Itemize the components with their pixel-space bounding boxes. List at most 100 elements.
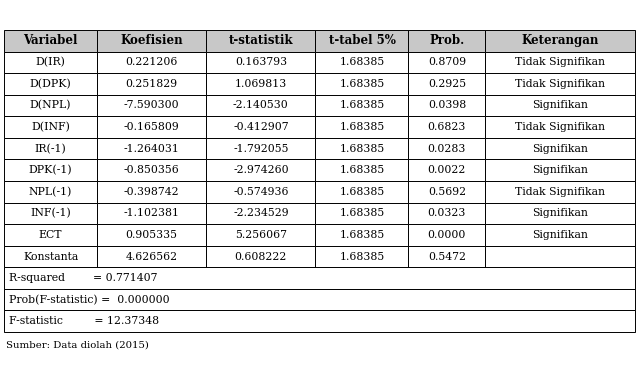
- Bar: [408, 73, 486, 95]
- Text: -0.574936: -0.574936: [233, 187, 289, 197]
- Text: 1.069813: 1.069813: [235, 79, 287, 89]
- Text: -0.412907: -0.412907: [233, 122, 289, 132]
- Bar: [408, 138, 486, 159]
- Bar: [486, 202, 635, 224]
- Bar: [408, 181, 486, 202]
- Text: Sumber: Data diolah (2015): Sumber: Data diolah (2015): [6, 340, 149, 349]
- Text: 1.68385: 1.68385: [339, 208, 385, 218]
- Bar: [4, 73, 97, 95]
- Text: D(DPK): D(DPK): [29, 79, 72, 89]
- Bar: [316, 159, 408, 181]
- Bar: [4, 310, 635, 332]
- Bar: [206, 30, 316, 51]
- Text: Signifikan: Signifikan: [532, 144, 588, 154]
- Text: Tidak Signifikan: Tidak Signifikan: [515, 79, 605, 89]
- Text: Signifikan: Signifikan: [532, 101, 588, 111]
- Text: 1.68385: 1.68385: [339, 252, 385, 262]
- Bar: [408, 51, 486, 73]
- Text: 0.608222: 0.608222: [235, 252, 287, 262]
- Text: 1.68385: 1.68385: [339, 122, 385, 132]
- Text: Tidak Signifikan: Tidak Signifikan: [515, 57, 605, 67]
- Bar: [206, 246, 316, 267]
- Bar: [316, 51, 408, 73]
- Bar: [4, 202, 97, 224]
- Text: 0.6823: 0.6823: [427, 122, 466, 132]
- Bar: [408, 30, 486, 51]
- Bar: [4, 95, 97, 116]
- Bar: [4, 246, 97, 267]
- Text: 1.68385: 1.68385: [339, 165, 385, 175]
- Text: Tidak Signifikan: Tidak Signifikan: [515, 122, 605, 132]
- Text: Tidak Signifikan: Tidak Signifikan: [515, 187, 605, 197]
- Bar: [486, 159, 635, 181]
- Text: -2.234529: -2.234529: [233, 208, 289, 218]
- Text: 0.0398: 0.0398: [427, 101, 466, 111]
- Text: INF(-1): INF(-1): [30, 208, 71, 219]
- Bar: [4, 116, 97, 138]
- Text: IR(-1): IR(-1): [35, 144, 66, 154]
- Text: 0.5692: 0.5692: [428, 187, 466, 197]
- Text: 0.2925: 0.2925: [428, 79, 466, 89]
- Bar: [4, 181, 97, 202]
- Bar: [4, 51, 97, 73]
- Text: D(NPL): D(NPL): [30, 100, 72, 111]
- Text: 0.0283: 0.0283: [427, 144, 466, 154]
- Bar: [4, 267, 635, 289]
- Text: NPL(-1): NPL(-1): [29, 186, 72, 197]
- Text: 1.68385: 1.68385: [339, 79, 385, 89]
- Bar: [206, 51, 316, 73]
- Bar: [316, 30, 408, 51]
- Text: 1.68385: 1.68385: [339, 57, 385, 67]
- Bar: [97, 73, 206, 95]
- Text: Variabel: Variabel: [24, 34, 78, 47]
- Bar: [4, 138, 97, 159]
- Bar: [4, 30, 97, 51]
- Text: Signifikan: Signifikan: [532, 230, 588, 240]
- Bar: [486, 51, 635, 73]
- Text: 0.8709: 0.8709: [428, 57, 466, 67]
- Text: D(INF): D(INF): [31, 122, 70, 132]
- Text: Prob.: Prob.: [429, 34, 465, 47]
- Text: 0.905335: 0.905335: [126, 230, 178, 240]
- Text: R-squared        = 0.771407: R-squared = 0.771407: [9, 273, 157, 283]
- Text: Signifikan: Signifikan: [532, 208, 588, 218]
- Text: 1.68385: 1.68385: [339, 230, 385, 240]
- Bar: [316, 224, 408, 246]
- Bar: [206, 138, 316, 159]
- Bar: [486, 30, 635, 51]
- Bar: [316, 202, 408, 224]
- Bar: [408, 202, 486, 224]
- Text: -7.590300: -7.590300: [124, 101, 180, 111]
- Text: t-tabel 5%: t-tabel 5%: [328, 34, 396, 47]
- Text: -0.165809: -0.165809: [124, 122, 180, 132]
- Text: 0.251829: 0.251829: [126, 79, 178, 89]
- Text: 1.68385: 1.68385: [339, 144, 385, 154]
- Text: 1.68385: 1.68385: [339, 101, 385, 111]
- Bar: [316, 73, 408, 95]
- Text: -0.850356: -0.850356: [124, 165, 180, 175]
- Bar: [486, 116, 635, 138]
- Text: -0.398742: -0.398742: [124, 187, 180, 197]
- Text: 0.0022: 0.0022: [427, 165, 466, 175]
- Bar: [486, 95, 635, 116]
- Text: -1.792055: -1.792055: [233, 144, 289, 154]
- Text: Konstanta: Konstanta: [23, 252, 78, 262]
- Bar: [486, 246, 635, 267]
- Bar: [486, 138, 635, 159]
- Bar: [316, 181, 408, 202]
- Text: D(IR): D(IR): [36, 57, 65, 67]
- Bar: [97, 95, 206, 116]
- Text: Koefisien: Koefisien: [120, 34, 183, 47]
- Text: 0.163793: 0.163793: [235, 57, 287, 67]
- Bar: [97, 138, 206, 159]
- Bar: [408, 95, 486, 116]
- Bar: [97, 30, 206, 51]
- Bar: [206, 181, 316, 202]
- Bar: [97, 224, 206, 246]
- Text: 0.0000: 0.0000: [427, 230, 466, 240]
- Text: 1.68385: 1.68385: [339, 187, 385, 197]
- Bar: [97, 116, 206, 138]
- Bar: [97, 246, 206, 267]
- Bar: [4, 224, 97, 246]
- Text: F-statistic         = 12.37348: F-statistic = 12.37348: [9, 316, 159, 326]
